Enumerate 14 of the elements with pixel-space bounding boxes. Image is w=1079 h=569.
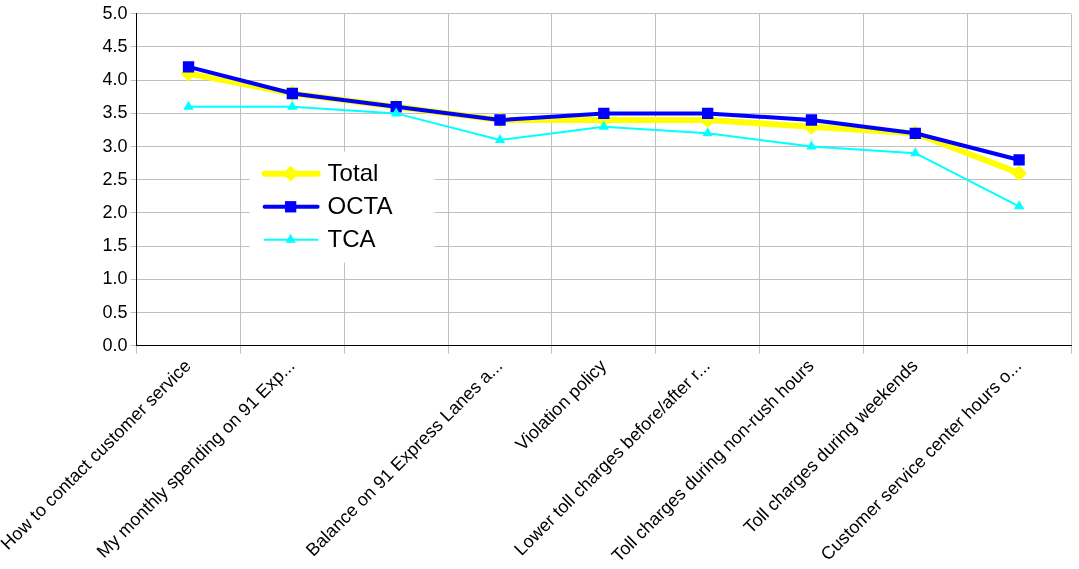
y-tick-label: 1.5 [102,235,128,256]
legend-label: OCTA [327,192,393,220]
y-tick-label: 2.0 [102,201,128,222]
y-tick-label: 3.5 [102,102,128,123]
legend-label: TCA [327,225,376,253]
y-tick-label: 4.5 [102,35,128,56]
y-tick-label: 1.0 [102,268,128,289]
y-tick-label: 5.0 [102,2,128,23]
legend-label: Total [327,159,379,187]
y-tick-label: 4.0 [102,69,128,90]
y-tick-label: 3.0 [102,135,128,156]
y-tick-label: 2.5 [102,168,128,189]
y-tick-label: 0.5 [102,301,128,322]
y-tick-label: 0.0 [102,334,128,355]
